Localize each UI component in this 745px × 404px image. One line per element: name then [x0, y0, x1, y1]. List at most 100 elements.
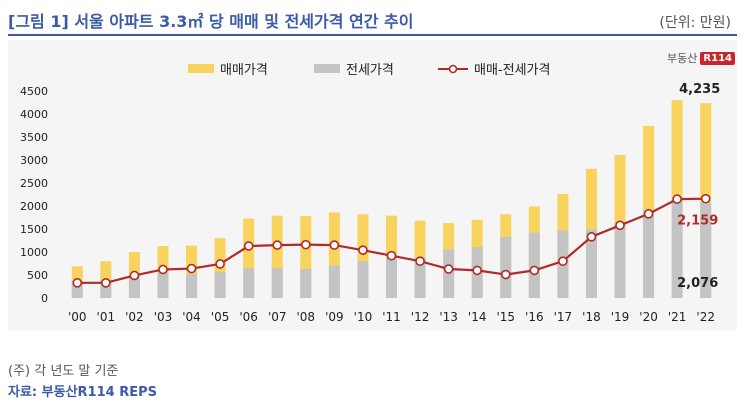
jeonse-bar: [614, 227, 626, 298]
gap-point: [101, 278, 111, 288]
gap-data-label: 2,159: [677, 214, 718, 229]
jeonse-bar: [271, 268, 283, 298]
chart-title: [그림 1] 서울 아파트 3.3㎡ 당 매매 및 전세가격 연간 추이: [8, 12, 414, 31]
legend-swatch-0: [188, 64, 214, 73]
y-tick-label: 500: [27, 269, 48, 282]
jeonse-bar: [443, 249, 455, 298]
jeonse-bar: [300, 269, 312, 298]
sale-bar: [300, 216, 312, 298]
y-tick-label: 3000: [20, 154, 48, 167]
gap-point: [558, 256, 568, 266]
x-tick-label: '07: [268, 310, 287, 324]
gap-point: [472, 265, 482, 276]
gap-point: [215, 259, 225, 269]
jeonse-bar: [671, 199, 683, 298]
x-tick-label: '00: [68, 310, 87, 324]
jeonse-bar: [643, 210, 655, 298]
gap-point: [272, 240, 283, 250]
gap-point: [643, 209, 654, 219]
x-tick-label: '02: [125, 310, 144, 324]
x-tick-label: '21: [668, 310, 687, 324]
jeonse-bar: [585, 229, 597, 298]
x-tick-label: '16: [525, 310, 544, 324]
jeonse-bar: [357, 261, 369, 298]
y-tick-label: 2500: [20, 177, 48, 190]
jeonse-bar: [128, 274, 140, 298]
jeonse-bar: [186, 274, 198, 298]
legend-label-0: 매매가격: [220, 63, 268, 78]
jeonse-bar: [328, 265, 340, 298]
gap-point: [129, 270, 140, 281]
sale-bar: [357, 214, 369, 298]
x-tick-label: '11: [382, 310, 401, 324]
gap-point: [700, 193, 711, 204]
x-tick-label: '05: [211, 310, 230, 324]
gap-point: [415, 256, 425, 266]
x-tick-label: '15: [496, 310, 515, 324]
jeonse-bar: [100, 279, 112, 298]
jeonse-bar: [528, 232, 540, 298]
gap-point: [243, 241, 254, 251]
jeonse-bar: [700, 202, 712, 298]
x-tick-label: '13: [439, 310, 458, 324]
unit-label: (단위: 만원): [659, 15, 731, 31]
gap-point: [443, 264, 454, 274]
x-tick-label: '04: [182, 310, 201, 324]
y-tick-label: 3500: [20, 131, 48, 144]
sale-data-label: 4,235: [679, 82, 720, 97]
y-tick-label: 2000: [20, 200, 48, 213]
gap-point: [158, 264, 168, 275]
title-divider: [8, 34, 737, 36]
jeonse-bar: [71, 281, 83, 298]
y-tick-label: 0: [41, 292, 48, 305]
gap-point: [301, 239, 311, 250]
jeonse-bar: [500, 236, 512, 298]
legend-label-2: 매매-전세가격: [474, 63, 550, 78]
x-tick-label: '17: [554, 310, 573, 324]
x-tick-label: '08: [297, 310, 316, 324]
x-tick-label: '10: [354, 310, 373, 324]
chart-svg: 매매가격 전세가격 매매-전세가격 4500 4000 3500 3000 2500 2000 1…: [20, 63, 720, 324]
x-tick-label: '14: [468, 310, 487, 324]
footnote: (주) 각 년도 말 기준: [8, 364, 119, 379]
x-tick-label: '01: [97, 310, 116, 324]
x-tick-label: '19: [611, 310, 630, 324]
gap-point: [72, 278, 83, 288]
gap-point: [672, 194, 682, 204]
logo-mark: R114: [700, 51, 735, 65]
gap-point: [386, 250, 397, 261]
legend-swatch-1: [314, 64, 340, 73]
gap-point: [186, 263, 197, 274]
sale-bar: [243, 218, 255, 298]
chart-area: 매매가격 전세가격 매매-전세가격 4500 4000 3500 3000 2500 2000 1…: [8, 40, 737, 330]
x-tick-label: '12: [411, 310, 430, 324]
jeonse-bar: [414, 257, 426, 298]
jeonse-bar: [214, 272, 226, 298]
y-tick-label: 4500: [20, 85, 48, 98]
logo: 부동산 R114: [667, 50, 735, 66]
y-tick-label: 1500: [20, 223, 48, 236]
gap-point: [615, 220, 625, 231]
gap-point: [500, 269, 511, 280]
x-tick-label: '06: [239, 310, 258, 324]
gap-point: [529, 265, 540, 276]
gap-point: [586, 232, 597, 242]
x-tick-label: '22: [696, 310, 715, 324]
legend-marker: [448, 64, 458, 74]
source-label: 자료: 부동산R114 REPS: [8, 385, 157, 400]
jeonse-bar: [157, 272, 169, 298]
legend-label-1: 전세가격: [346, 63, 394, 78]
logo-text: 부동산: [667, 52, 698, 65]
gap-point: [358, 245, 368, 255]
gap-point: [329, 240, 340, 250]
sale-bar: [271, 215, 283, 298]
x-tick-label: '18: [582, 310, 601, 324]
x-tick-label: '20: [639, 310, 658, 324]
x-tick-label: '03: [154, 310, 173, 324]
y-tick-label: 4000: [20, 108, 48, 121]
jeonse-data-label: 2,076: [677, 276, 718, 291]
x-tick-label: '09: [325, 310, 344, 324]
y-tick-label: 1000: [20, 246, 48, 259]
jeonse-bar: [386, 257, 397, 298]
jeonse-bar: [243, 268, 255, 298]
